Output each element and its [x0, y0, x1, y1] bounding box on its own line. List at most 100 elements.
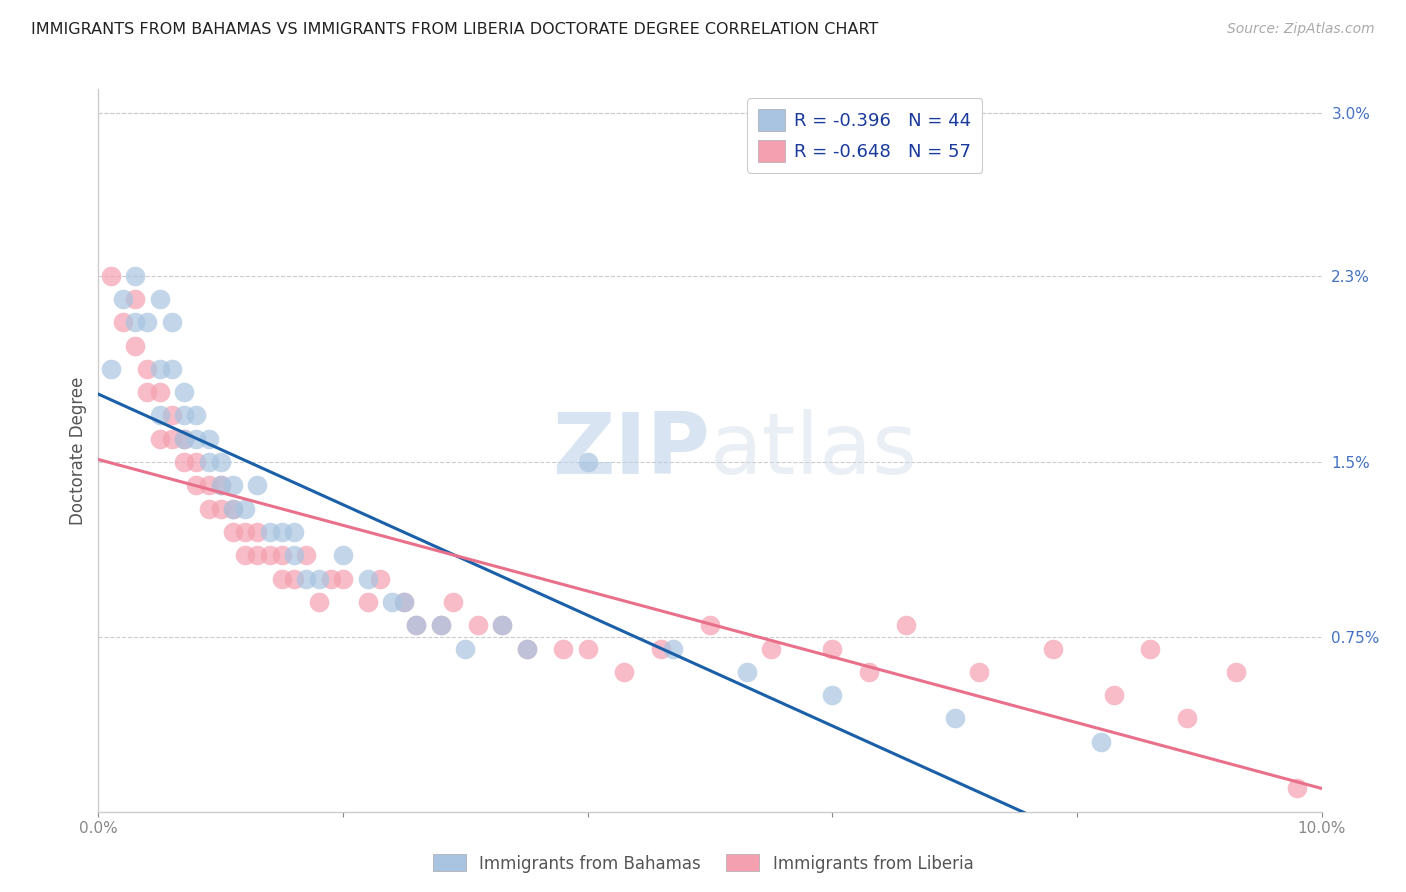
Y-axis label: Doctorate Degree: Doctorate Degree — [69, 376, 87, 524]
Point — [124, 268, 146, 283]
Point — [209, 501, 232, 516]
Point — [246, 524, 269, 539]
Point — [186, 432, 208, 446]
Point — [1102, 688, 1125, 702]
Point — [283, 524, 305, 539]
Point — [576, 455, 599, 469]
Point — [209, 478, 232, 492]
Point — [662, 641, 685, 656]
Point — [454, 641, 477, 656]
Point — [149, 362, 172, 376]
Point — [111, 292, 134, 306]
Point — [197, 455, 219, 469]
Text: ZIP: ZIP — [553, 409, 710, 492]
Point — [124, 338, 146, 352]
Point — [356, 572, 378, 586]
Point — [699, 618, 721, 632]
Point — [441, 595, 464, 609]
Text: IMMIGRANTS FROM BAHAMAS VS IMMIGRANTS FROM LIBERIA DOCTORATE DEGREE CORRELATION : IMMIGRANTS FROM BAHAMAS VS IMMIGRANTS FR… — [31, 22, 879, 37]
Point — [173, 455, 195, 469]
Point — [283, 572, 305, 586]
Point — [430, 618, 453, 632]
Point — [319, 572, 342, 586]
Legend: R = -0.396   N = 44, R = -0.648   N = 57: R = -0.396 N = 44, R = -0.648 N = 57 — [748, 98, 983, 173]
Point — [197, 432, 219, 446]
Point — [308, 595, 330, 609]
Point — [209, 478, 232, 492]
Point — [222, 501, 245, 516]
Point — [233, 501, 256, 516]
Point — [209, 455, 232, 469]
Point — [197, 478, 219, 492]
Point — [1175, 711, 1198, 725]
Point — [173, 432, 195, 446]
Point — [246, 549, 269, 563]
Point — [270, 524, 292, 539]
Point — [197, 501, 219, 516]
Point — [173, 385, 195, 400]
Point — [173, 409, 195, 423]
Point — [967, 665, 990, 679]
Point — [405, 618, 427, 632]
Point — [332, 572, 354, 586]
Point — [160, 432, 183, 446]
Point — [124, 292, 146, 306]
Text: atlas: atlas — [710, 409, 918, 492]
Point — [233, 524, 256, 539]
Point — [821, 641, 844, 656]
Point — [943, 711, 966, 725]
Point — [516, 641, 538, 656]
Point — [392, 595, 416, 609]
Point — [100, 268, 122, 283]
Point — [136, 315, 159, 329]
Point — [283, 549, 305, 563]
Point — [1225, 665, 1247, 679]
Point — [613, 665, 636, 679]
Point — [111, 315, 134, 329]
Point — [149, 292, 172, 306]
Point — [233, 549, 256, 563]
Legend: Immigrants from Bahamas, Immigrants from Liberia: Immigrants from Bahamas, Immigrants from… — [426, 847, 980, 880]
Point — [124, 315, 146, 329]
Point — [576, 641, 599, 656]
Point — [491, 618, 513, 632]
Point — [553, 641, 575, 656]
Point — [222, 524, 245, 539]
Point — [136, 362, 159, 376]
Point — [894, 618, 917, 632]
Point — [295, 549, 318, 563]
Point — [160, 409, 183, 423]
Point — [149, 385, 172, 400]
Point — [270, 549, 292, 563]
Point — [1139, 641, 1161, 656]
Point — [246, 478, 269, 492]
Point — [1090, 735, 1112, 749]
Point — [186, 478, 208, 492]
Point — [186, 455, 208, 469]
Point — [381, 595, 404, 609]
Point — [160, 315, 183, 329]
Point — [821, 688, 844, 702]
Point — [392, 595, 416, 609]
Point — [222, 478, 245, 492]
Point — [160, 362, 183, 376]
Point — [516, 641, 538, 656]
Point — [270, 572, 292, 586]
Point — [405, 618, 427, 632]
Point — [136, 385, 159, 400]
Point — [100, 362, 122, 376]
Point — [1286, 781, 1309, 796]
Text: Source: ZipAtlas.com: Source: ZipAtlas.com — [1227, 22, 1375, 37]
Point — [222, 501, 245, 516]
Point — [149, 432, 172, 446]
Point — [735, 665, 758, 679]
Point — [173, 432, 195, 446]
Point — [430, 618, 453, 632]
Point — [858, 665, 880, 679]
Point — [332, 549, 354, 563]
Point — [186, 409, 208, 423]
Point — [759, 641, 782, 656]
Point — [467, 618, 489, 632]
Point — [1042, 641, 1064, 656]
Point — [650, 641, 672, 656]
